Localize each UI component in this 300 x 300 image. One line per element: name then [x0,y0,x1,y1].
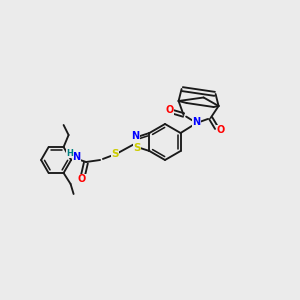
Text: N: N [193,117,201,127]
Text: S: S [111,149,119,159]
Text: S: S [133,143,141,153]
Text: O: O [166,105,174,115]
Text: O: O [217,125,225,135]
Text: H: H [67,148,73,158]
Text: N: N [131,131,139,141]
Text: N: N [72,152,80,162]
Text: O: O [78,174,86,184]
